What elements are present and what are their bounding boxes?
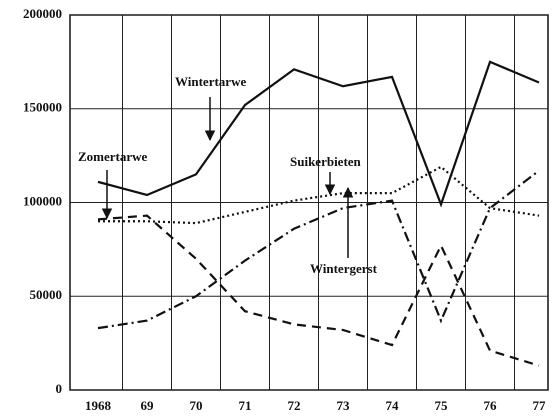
x-tick-label: 76 bbox=[484, 398, 498, 413]
x-tick-label: 72 bbox=[288, 398, 301, 413]
y-tick-label: 0 bbox=[56, 381, 63, 396]
x-tick-label: 75 bbox=[435, 398, 449, 413]
series-label: Wintergerst bbox=[310, 261, 378, 276]
series-line bbox=[97, 214, 540, 367]
y-tick-label: 50000 bbox=[30, 287, 63, 302]
y-tick-label: 200000 bbox=[23, 6, 62, 21]
series-label: Wintertarwe bbox=[175, 74, 246, 89]
x-tick-label: 73 bbox=[337, 398, 351, 413]
series-label: Suikerbieten bbox=[290, 154, 362, 169]
x-tick-label: 1968 bbox=[85, 398, 112, 413]
x-tick-label: 77 bbox=[533, 398, 547, 413]
y-tick-label: 100000 bbox=[23, 193, 62, 208]
x-tick-label: 69 bbox=[141, 398, 155, 413]
y-tick-label: 150000 bbox=[23, 100, 62, 115]
x-tick-label: 71 bbox=[239, 398, 252, 413]
x-tick-label: 74 bbox=[386, 398, 400, 413]
series-label: Zomertarwe bbox=[78, 149, 148, 164]
series-line bbox=[97, 60, 540, 208]
x-tick-label: 70 bbox=[190, 398, 203, 413]
series-line bbox=[97, 169, 540, 330]
